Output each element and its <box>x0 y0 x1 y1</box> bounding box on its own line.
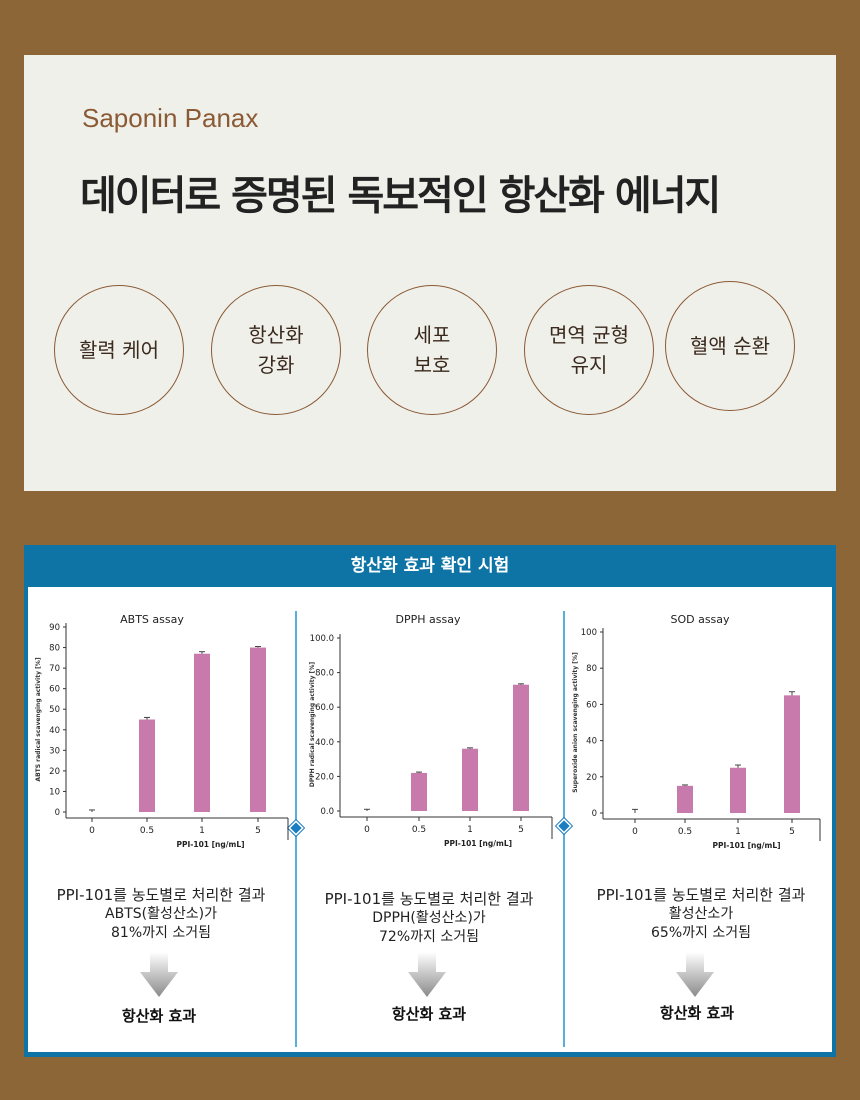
y-axis-label: DPPH radical scavenging activity [%] <box>309 662 316 788</box>
x-tick-label: 5 <box>789 827 795 837</box>
sod-description: PPI-101를 농도별로 처리한 결과 활성산소가 65%까지 소거됨 <box>570 886 832 943</box>
benefit-circle-vitality: 활력 케어 <box>54 285 184 415</box>
y-axis-label: Superoxide anion scavenging activity [%] <box>572 652 579 793</box>
desc-line: 활성산소가 <box>668 906 734 922</box>
chart-title: SOD assay <box>670 613 730 626</box>
x-tick-label: 0.5 <box>678 827 692 837</box>
desc-line: ABTS(활성산소)가 <box>105 906 217 922</box>
down-arrow-icon <box>408 952 446 997</box>
page-headline: 데이터로 증명된 독보적인 항산화 에너지 <box>80 173 721 219</box>
y-tick-label: 20.0 <box>315 772 334 782</box>
y-tick-label: 10 <box>49 787 60 797</box>
benefit-circle-circulation: 혈액 순환 <box>665 281 795 411</box>
benefit-label-line2: 강화 <box>257 353 295 377</box>
dpph-chart: DPPH assay 0.0 20.0 40.0 60.0 80.0 100.0 DPPH r… <box>309 613 553 848</box>
x-tick-label: 0.5 <box>140 826 154 836</box>
y-tick-label: 60 <box>586 700 597 710</box>
benefit-label: 면역 균형 <box>549 323 629 347</box>
abts-description: PPI-101를 농도별로 처리한 결과 ABTS(활성산소)가 81%까지 소… <box>30 886 292 943</box>
y-tick-label: 60 <box>49 685 60 695</box>
data-bar <box>784 695 800 813</box>
y-tick-label: 70 <box>49 664 60 674</box>
x-axis-label: PPI-101 [ng/mL] <box>176 840 244 849</box>
down-arrow-icon <box>140 952 178 997</box>
sod-chart: SOD assay 0 20 40 60 80 100 Superoxide anion sc… <box>572 613 821 850</box>
desc-line: PPI-101를 농도별로 처리한 결과 <box>596 886 806 904</box>
benefit-label: 항산화 <box>248 323 304 347</box>
x-axis-label: PPI-101 [ng/mL] <box>444 839 512 848</box>
y-tick-label: 60.0 <box>315 703 334 713</box>
y-tick-label: 40.0 <box>315 738 334 748</box>
benefit-label: 활력 케어 <box>79 338 159 362</box>
data-bar <box>411 772 427 811</box>
down-arrow-icon <box>676 952 714 997</box>
y-tick-label: 80 <box>49 644 60 654</box>
y-tick-label: 100.0 <box>310 634 334 644</box>
y-tick-label: 90 <box>49 623 60 633</box>
y-tick-label: 40 <box>586 737 597 747</box>
y-tick-label: 80 <box>586 664 597 674</box>
data-bar <box>462 748 478 811</box>
x-tick-label: 5 <box>518 825 524 835</box>
desc-line: 72%까지 소거됨 <box>379 929 479 945</box>
y-tick-label: 20 <box>49 767 60 777</box>
chart-title: DPPH assay <box>396 613 461 626</box>
data-bar <box>139 719 155 812</box>
x-tick-label: 1 <box>199 826 205 836</box>
y-tick-label: 30 <box>49 746 60 756</box>
x-tick-label: 5 <box>255 826 261 836</box>
x-tick-label: 0 <box>632 827 638 837</box>
x-tick-label: 0 <box>89 826 95 836</box>
chart-title: ABTS assay <box>120 613 184 626</box>
benefit-label: 세포 <box>413 323 451 347</box>
intro-card: Saponin Panax 데이터로 증명된 독보적인 항산화 에너지 활력 케… <box>24 55 836 491</box>
y-tick-label: 0 <box>592 809 597 819</box>
desc-line: PPI-101를 농도별로 처리한 결과 <box>324 890 534 908</box>
y-tick-label: 20 <box>586 773 597 783</box>
y-tick-label: 40 <box>49 726 60 736</box>
data-bar <box>513 684 529 811</box>
benefit-label-line2: 보호 <box>413 353 451 377</box>
desc-line: DPPH(활성산소)가 <box>372 910 486 926</box>
antioxidant-effect-label: 항산화 효과 <box>121 1007 197 1025</box>
brand-name: Saponin Panax <box>82 103 259 133</box>
desc-line: 65%까지 소거됨 <box>651 925 751 941</box>
antioxidant-effect-label: 항산화 효과 <box>659 1004 735 1022</box>
y-axis-label: ABTS radical scavenging activity [%] <box>35 657 42 781</box>
data-bar <box>250 647 266 812</box>
y-tick-label: 50 <box>49 705 60 715</box>
desc-line: PPI-101를 농도별로 처리한 결과 <box>56 886 266 904</box>
dpph-description: PPI-101를 농도별로 처리한 결과 DPPH(활성산소)가 72%까지 소… <box>300 890 558 947</box>
test-title: 항산화 효과 확인 시험 <box>350 556 510 576</box>
y-tick-label: 100 <box>581 628 597 638</box>
antioxidant-effect-label: 항산화 효과 <box>391 1005 467 1023</box>
data-bar <box>677 785 693 813</box>
y-tick-label: 0 <box>55 808 60 818</box>
benefit-label: 혈액 순환 <box>690 334 770 358</box>
y-tick-label: 0.0 <box>320 807 334 817</box>
desc-line: 81%까지 소거됨 <box>111 925 211 941</box>
x-tick-label: 0 <box>364 825 370 835</box>
x-tick-label: 1 <box>735 827 741 837</box>
x-axis-label: PPI-101 [ng/mL] <box>712 841 780 850</box>
x-tick-label: 1 <box>467 825 473 835</box>
y-tick-label: 80.0 <box>315 669 334 679</box>
benefit-label-line2: 유지 <box>570 353 608 377</box>
x-tick-label: 0.5 <box>412 825 426 835</box>
data-bar <box>730 767 746 813</box>
data-bar <box>194 653 210 812</box>
